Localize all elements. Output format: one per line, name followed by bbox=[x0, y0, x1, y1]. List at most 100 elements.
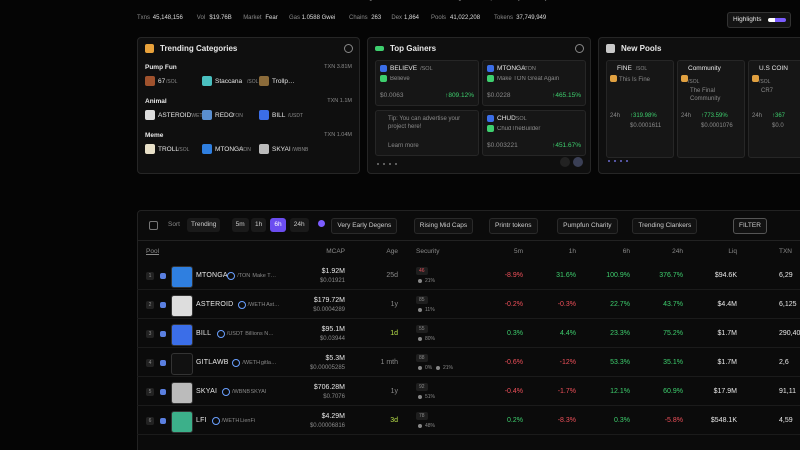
pool-name: LienFi bbox=[240, 418, 256, 424]
preset-filter[interactable]: Printr tokens bbox=[489, 218, 538, 234]
column-header[interactable]: 1h bbox=[568, 248, 576, 255]
column-header[interactable]: 24h bbox=[672, 248, 683, 255]
tip-text: Tip: You can advertise your project here… bbox=[388, 116, 461, 130]
column-header[interactable]: TXN bbox=[779, 248, 792, 255]
tip-link[interactable]: Learn more bbox=[388, 143, 419, 149]
symbol: CHUD bbox=[497, 115, 516, 122]
new-pools-card: New Pools FINE/SOL This Is Fine 24h ↑319.98%… bbox=[598, 37, 800, 174]
token-icon bbox=[202, 144, 212, 154]
pool-card[interactable]: Community/SOL The Final Community 24h ↑773.… bbox=[677, 60, 745, 158]
name: Make TON Great Again bbox=[497, 76, 560, 82]
security-score: 78 bbox=[416, 412, 428, 420]
holder-icon bbox=[418, 337, 422, 341]
quote: /SOL bbox=[635, 66, 648, 72]
row-divider bbox=[137, 376, 800, 377]
sort-option[interactable]: 6h bbox=[270, 218, 286, 232]
holder-share: 21% bbox=[425, 278, 436, 284]
preset-filter[interactable]: Rising Mid Caps bbox=[413, 218, 474, 234]
price: $0.0228 bbox=[487, 92, 511, 99]
settings-icon[interactable] bbox=[149, 221, 158, 230]
price-change: 12.1% bbox=[610, 388, 630, 395]
tip-card[interactable]: Tip: You can advertise your project here… bbox=[375, 110, 479, 156]
preset-filter[interactable]: Pumpfun Charity bbox=[557, 218, 618, 234]
stat-value: $19.76B bbox=[209, 15, 232, 21]
rank: 6 bbox=[146, 417, 154, 425]
token-quote: /TON bbox=[239, 147, 251, 153]
row-divider bbox=[137, 434, 800, 435]
prev-button[interactable] bbox=[560, 157, 570, 167]
price-change: 75.2% bbox=[663, 330, 683, 337]
sort-option[interactable]: Trending bbox=[187, 218, 221, 232]
gainer-card[interactable]: BELIEVE/SOL Believe $0.0063 ↑809.12% bbox=[375, 60, 479, 106]
price-change: 0.3% bbox=[507, 330, 523, 337]
txn-count: 91,11 bbox=[779, 388, 796, 395]
sort-option[interactable]: 24h bbox=[289, 218, 309, 232]
quote: /TON bbox=[522, 66, 536, 72]
token-symbol: 67 bbox=[158, 78, 166, 85]
quote: /WBNB bbox=[232, 389, 251, 395]
group-txn: TXN 1.1M bbox=[327, 98, 352, 104]
age: 1y bbox=[390, 301, 398, 308]
liquidity: $1.7M bbox=[717, 359, 737, 366]
holder-share: 51% bbox=[425, 394, 436, 400]
gainer-card[interactable]: CHUD/SOL ChudTheBuilder $0.003221 ↑451.67% bbox=[482, 110, 586, 156]
filter-button[interactable]: FILTER bbox=[733, 218, 767, 234]
liquidity: $1.7M bbox=[717, 330, 737, 337]
preset-filter[interactable]: Trending Clankers bbox=[632, 218, 698, 234]
price: $0.00006816 bbox=[309, 423, 345, 429]
trending-card: Trending Categories Pump Fun TXN 3.81M 67/S… bbox=[137, 37, 360, 174]
price-change: -12% bbox=[559, 359, 576, 366]
price: $0.003221 bbox=[487, 142, 518, 149]
symbol: U.S COIN bbox=[759, 65, 788, 72]
verified-icon bbox=[232, 359, 241, 367]
token-icon bbox=[487, 75, 494, 82]
stat-label: Pools bbox=[431, 15, 447, 21]
token-quote: /SOL bbox=[178, 147, 190, 153]
header-divider bbox=[137, 240, 800, 241]
toggle bbox=[768, 18, 786, 22]
gainers-card: Top Gainers BELIEVE/SOL Believe $0.0063 ↑809… bbox=[367, 37, 591, 174]
token-logo bbox=[171, 324, 193, 346]
highlights-label: Highlights bbox=[733, 16, 762, 23]
pool-card[interactable]: FINE/SOL This Is Fine 24h ↑319.98% $0.000161… bbox=[606, 60, 674, 158]
price-change: 22.7% bbox=[610, 301, 630, 308]
sort-option[interactable]: 1h bbox=[251, 218, 267, 232]
preset-filter[interactable]: Very Early Degens bbox=[331, 218, 398, 234]
pool-card[interactable]: U.S COIN/SOL CR7 24h ↑367 $0.0 bbox=[748, 60, 800, 158]
quote: /TON bbox=[237, 273, 251, 279]
quote: /WETH bbox=[221, 418, 240, 424]
liquidity: $4.4M bbox=[717, 301, 737, 308]
token-icon bbox=[487, 125, 494, 132]
name: CR7 bbox=[761, 88, 774, 94]
column-header[interactable]: Liq bbox=[728, 248, 737, 255]
highlights-button[interactable]: Highlights bbox=[727, 12, 791, 28]
token-icon bbox=[145, 144, 155, 154]
token-icon bbox=[259, 76, 269, 86]
column-header[interactable]: Age bbox=[386, 248, 398, 255]
price: $0.00005285 bbox=[309, 365, 345, 371]
pool-name: Billions N… bbox=[245, 331, 274, 337]
column-header[interactable]: 6h bbox=[622, 248, 630, 255]
gainer-card[interactable]: MTONGA/TON Make TON Great Again $0.0228 ↑46… bbox=[482, 60, 586, 106]
column-header[interactable]: 5m bbox=[513, 248, 523, 255]
next-button[interactable] bbox=[573, 157, 583, 167]
column-header[interactable]: MCAP bbox=[326, 248, 345, 255]
stat-value: 1,864 bbox=[404, 15, 420, 21]
sort-option[interactable]: 5m bbox=[231, 218, 249, 232]
price-change: 100.9% bbox=[606, 272, 630, 279]
price-change: -5.8% bbox=[664, 417, 683, 424]
quote: /WETH bbox=[247, 302, 266, 308]
period: 24h bbox=[681, 113, 692, 119]
column-header: Security bbox=[416, 248, 440, 255]
card-title: Trending Categories bbox=[160, 44, 238, 53]
chain-icon bbox=[160, 360, 166, 366]
stat-value: 41,022,208 bbox=[450, 15, 481, 21]
name: This Is Fine bbox=[619, 77, 651, 83]
token-icon bbox=[380, 75, 387, 82]
quote: /WETH bbox=[242, 360, 261, 366]
stat-label: Chains bbox=[349, 15, 368, 21]
card-icon bbox=[375, 46, 384, 51]
row-divider bbox=[137, 347, 800, 348]
